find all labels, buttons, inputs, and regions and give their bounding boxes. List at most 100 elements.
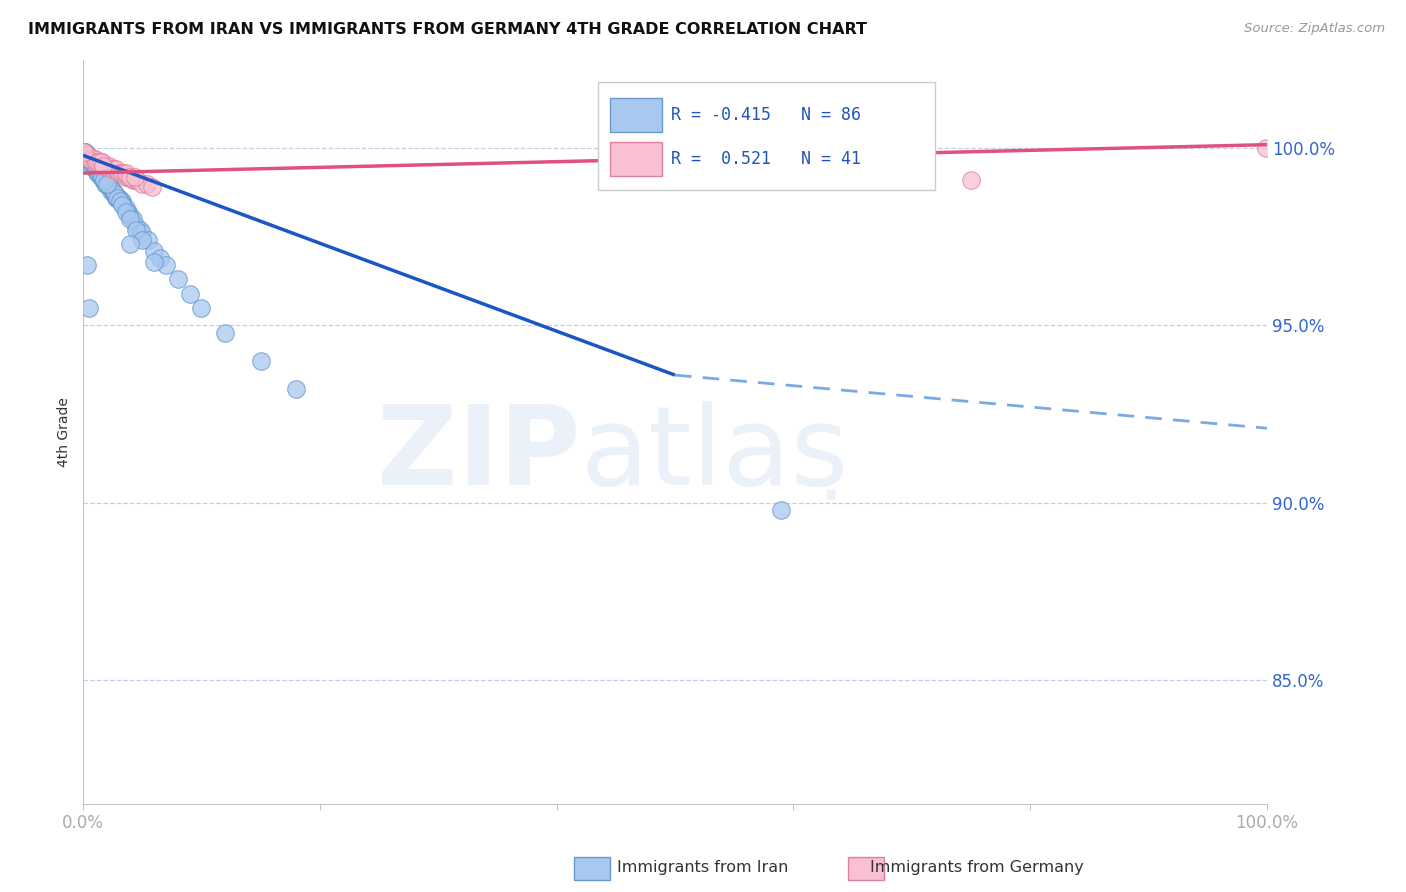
- Point: [104, 187, 127, 202]
- Point: [87, 155, 110, 169]
- Point: [112, 198, 135, 212]
- Point: [120, 212, 142, 227]
- Point: [80, 155, 103, 169]
- Point: [114, 169, 136, 184]
- Point: [107, 191, 129, 205]
- Point: [120, 236, 142, 251]
- Point: [79, 152, 101, 166]
- Point: [124, 173, 146, 187]
- Point: [105, 162, 128, 177]
- Text: Immigrants from Iran: Immigrants from Iran: [617, 860, 789, 874]
- Point: [114, 166, 136, 180]
- Point: [117, 169, 139, 184]
- Point: [75, 145, 97, 159]
- Point: [76, 148, 98, 162]
- FancyBboxPatch shape: [610, 142, 662, 177]
- Point: [75, 148, 97, 162]
- Point: [93, 173, 115, 187]
- Point: [79, 155, 101, 169]
- Point: [83, 152, 105, 166]
- Point: [105, 191, 128, 205]
- Point: [124, 169, 146, 184]
- Point: [131, 233, 153, 247]
- Point: [108, 194, 131, 209]
- Point: [179, 286, 201, 301]
- Point: [90, 166, 112, 180]
- Point: [98, 180, 121, 194]
- Point: [83, 159, 105, 173]
- Point: [79, 152, 101, 166]
- Point: [120, 169, 142, 184]
- Point: [103, 162, 125, 177]
- Point: [136, 233, 159, 247]
- Point: [83, 152, 105, 166]
- Point: [91, 159, 114, 173]
- Point: [91, 169, 114, 184]
- Point: [83, 155, 105, 169]
- Point: [97, 177, 120, 191]
- Text: .: .: [817, 436, 844, 517]
- Point: [93, 173, 115, 187]
- Y-axis label: 4th Grade: 4th Grade: [58, 397, 72, 467]
- Point: [117, 205, 139, 219]
- Point: [86, 155, 108, 169]
- Point: [108, 194, 131, 209]
- Point: [76, 152, 98, 166]
- Point: [105, 191, 128, 205]
- Point: [90, 169, 112, 184]
- FancyBboxPatch shape: [598, 82, 935, 190]
- Text: R =  0.521   N = 41: R = 0.521 N = 41: [672, 151, 862, 169]
- Point: [664, 152, 686, 166]
- FancyBboxPatch shape: [610, 97, 662, 132]
- Point: [82, 159, 104, 173]
- Point: [285, 382, 308, 396]
- Point: [96, 177, 118, 191]
- Point: [94, 173, 117, 187]
- Point: [135, 177, 157, 191]
- Point: [96, 177, 118, 191]
- Point: [104, 187, 127, 202]
- Point: [960, 173, 983, 187]
- Point: [107, 166, 129, 180]
- Point: [120, 169, 142, 184]
- Point: [76, 258, 98, 272]
- Text: atlas: atlas: [581, 401, 849, 508]
- Point: [76, 148, 98, 162]
- Point: [128, 223, 150, 237]
- Point: [82, 152, 104, 166]
- Point: [76, 148, 98, 162]
- Point: [141, 180, 163, 194]
- Text: IMMIGRANTS FROM IRAN VS IMMIGRANTS FROM GERMANY 4TH GRADE CORRELATION CHART: IMMIGRANTS FROM IRAN VS IMMIGRANTS FROM …: [28, 22, 868, 37]
- Point: [121, 212, 143, 227]
- Text: R = -0.415   N = 86: R = -0.415 N = 86: [672, 105, 862, 124]
- Point: [166, 272, 188, 286]
- Point: [86, 162, 108, 177]
- Point: [149, 251, 172, 265]
- Point: [90, 155, 112, 169]
- Point: [105, 191, 128, 205]
- Point: [87, 166, 110, 180]
- Point: [143, 244, 166, 258]
- Point: [100, 184, 122, 198]
- Point: [249, 354, 271, 368]
- Point: [89, 155, 111, 169]
- Point: [77, 152, 100, 166]
- Point: [112, 166, 135, 180]
- Point: [190, 301, 212, 315]
- Point: [143, 254, 166, 268]
- Point: [89, 166, 111, 180]
- Point: [111, 198, 134, 212]
- Text: Immigrants from Germany: Immigrants from Germany: [870, 860, 1084, 874]
- Point: [87, 162, 110, 177]
- Point: [83, 159, 105, 173]
- Point: [84, 162, 107, 177]
- Point: [125, 219, 148, 234]
- Point: [93, 159, 115, 173]
- Point: [90, 169, 112, 184]
- Point: [77, 152, 100, 166]
- Point: [103, 187, 125, 202]
- Point: [91, 173, 114, 187]
- Point: [97, 177, 120, 191]
- Point: [80, 152, 103, 166]
- Point: [114, 205, 136, 219]
